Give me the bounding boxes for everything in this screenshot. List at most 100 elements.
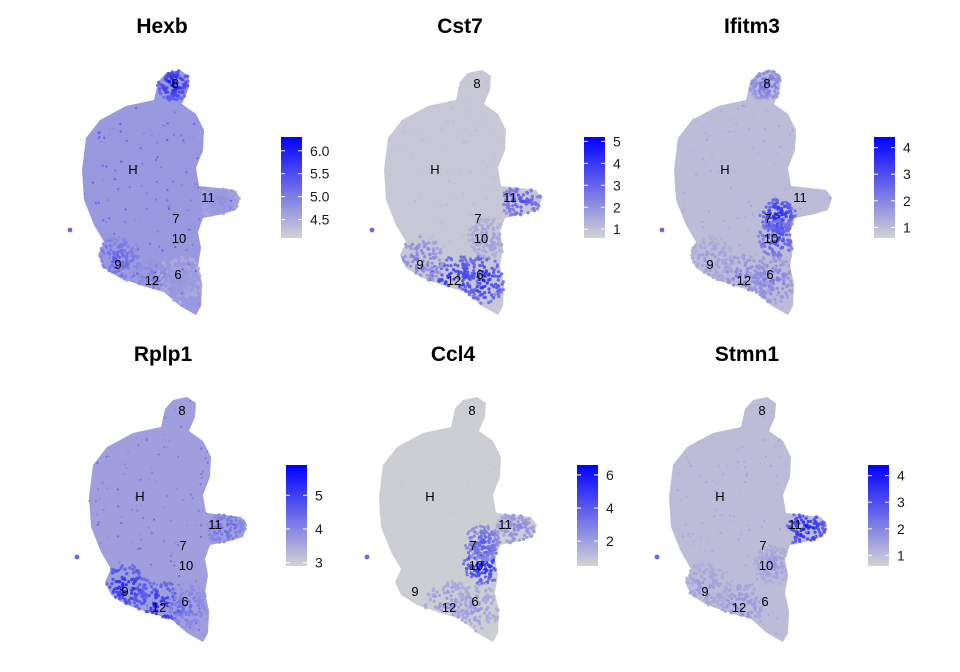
cell-point [146,579,150,583]
cell-point [751,488,754,491]
cell-point [773,89,777,93]
cell-point [768,299,773,303]
cluster-label-7: 7 [172,211,179,226]
cell-point [167,279,171,283]
cell-point [130,251,134,255]
cell-point [697,588,701,592]
cell-point [106,535,109,538]
cell-point [173,85,177,89]
cell-point [169,94,173,98]
cell-point [729,118,732,121]
cell-point [778,225,782,229]
cell-point [494,282,498,286]
cell-point [485,258,489,262]
legend-tick-label: 2 [897,521,905,537]
cell-point [153,608,157,612]
cell-point [207,192,211,196]
cell-point [757,72,761,76]
cell-point [497,472,500,475]
cell-point [770,84,774,89]
cell-point [191,293,195,297]
cell-point [182,139,185,142]
cell-point [707,273,711,277]
cell-point [202,197,206,202]
cell-point [484,608,488,612]
cell-point [771,229,775,233]
cell-point [784,210,789,214]
cell-point [492,233,496,237]
cell-point [175,604,179,607]
cell-point [458,506,461,510]
cell-point [163,267,167,272]
cell-point [759,271,763,275]
cell-point [430,265,434,270]
cell-point [446,581,450,585]
cell-point [178,300,183,304]
cell-point [463,285,467,289]
cell-point [764,576,767,579]
cell-point [781,262,784,265]
cell-point [762,263,766,267]
cell-point [204,617,208,621]
cell-point [727,599,731,603]
cluster-label-10: 10 [759,558,773,573]
cell-point [450,106,453,109]
cell-point [699,545,702,548]
cell-point [495,538,499,542]
cell-point [230,189,233,192]
cell-point [145,257,149,261]
cell-point [728,130,731,133]
cell-point [411,258,414,261]
cell-point [230,526,233,529]
cell-point [505,189,509,193]
cell-point [507,191,511,195]
cell-point [689,464,692,468]
cell-point [435,265,439,269]
cell-point [532,529,536,533]
cell-point [442,266,445,269]
cell-point [751,212,754,216]
cell-point [123,463,127,466]
cell-point [439,251,443,255]
cell-point [467,238,471,242]
cell-point [492,120,495,123]
cell-point [463,620,468,624]
cell-point [108,217,111,220]
cell-point [234,534,238,538]
cell-point [447,430,451,433]
cell-point [215,188,219,192]
legend-tick-label: 4.5 [310,212,330,228]
cell-point [139,534,142,537]
cell-point [401,555,404,558]
cell-point [514,187,518,191]
cell-point [773,203,777,207]
cell-point [420,494,424,498]
cell-point [487,301,491,305]
cell-point [141,162,144,165]
cell-point [757,151,760,154]
cell-point [410,242,415,246]
cluster-label-9: 9 [416,257,423,272]
cell-point [740,592,744,597]
cell-point [710,585,713,588]
cell-point [469,276,473,280]
cell-point [211,187,215,191]
cell-point [808,525,812,529]
cell-point [707,600,711,604]
cell-point [113,178,116,181]
cell-point [135,576,139,580]
cell-point [112,257,116,261]
cell-point [127,277,131,281]
cell-point [765,226,769,230]
cell-point [166,587,170,591]
cell-point [187,283,191,287]
cell-point [783,217,786,220]
cell-point [757,600,761,604]
cell-point [773,545,777,549]
cell-point [502,533,506,537]
cell-point [707,252,711,256]
cluster-label-9: 9 [701,584,708,599]
cell-point [489,470,493,473]
cell-point [121,254,126,258]
